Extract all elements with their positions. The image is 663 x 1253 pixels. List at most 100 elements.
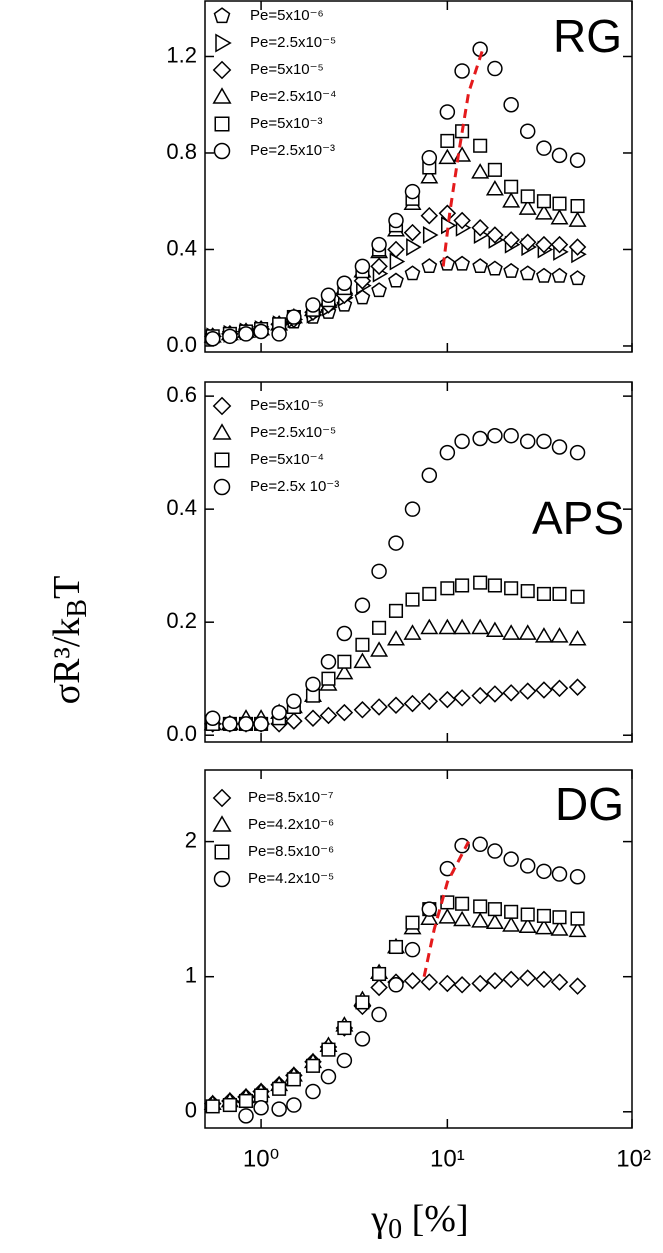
y-tick-label: 1.2 [166, 42, 197, 67]
data-point [336, 625, 353, 642]
data-point [320, 287, 337, 304]
data-point [388, 939, 404, 955]
data-point [453, 211, 471, 230]
y-label-part: σR³/k [46, 618, 88, 705]
x-tick-label: 10⁰ [243, 1145, 279, 1172]
data-point [471, 618, 490, 635]
data-point [535, 970, 553, 989]
data-point [286, 1072, 301, 1087]
data-point [420, 909, 439, 925]
data-point [487, 902, 502, 917]
data-point [420, 167, 439, 184]
data-point [535, 681, 553, 699]
legend-label: Pe=4.2x10⁻⁶ [248, 816, 334, 833]
data-point [550, 679, 569, 698]
data-point [238, 326, 254, 342]
data-point [536, 433, 552, 450]
data-point [354, 1031, 371, 1047]
data-point [438, 974, 457, 993]
x-tick-label: 10² [616, 1145, 651, 1172]
data-point [534, 627, 553, 643]
data-point [471, 974, 489, 993]
data-point [286, 1097, 302, 1113]
data-point [305, 1083, 321, 1100]
data-point [485, 621, 504, 638]
data-point [404, 265, 421, 281]
data-point [353, 652, 372, 669]
data-point [271, 704, 287, 721]
data-point [370, 978, 388, 997]
data-point [420, 692, 439, 711]
data-point [405, 915, 420, 930]
plot-frame [204, 0, 633, 353]
data-point [406, 238, 422, 257]
data-point [503, 427, 519, 444]
data-point [486, 971, 504, 990]
data-point [568, 629, 587, 646]
data-point [487, 60, 503, 77]
data-point [238, 1108, 254, 1124]
data-point [438, 908, 457, 924]
data-point [519, 265, 536, 281]
data-point [371, 236, 387, 253]
data-point [421, 467, 438, 483]
data-point [405, 592, 420, 607]
data-point [305, 297, 321, 313]
data-point [485, 913, 504, 930]
data-point [304, 709, 322, 728]
data-point [387, 696, 405, 715]
data-point [569, 868, 586, 885]
data-point [370, 641, 389, 657]
legend-marker [214, 844, 230, 860]
data-point [454, 63, 470, 79]
data-point [471, 219, 489, 237]
data-point [568, 977, 587, 995]
legend-label: Pe=8.5x10⁻⁷ [248, 789, 334, 806]
data-point [472, 430, 488, 447]
data-point [389, 252, 406, 271]
data-point [502, 684, 520, 702]
legend-marker [212, 396, 232, 416]
data-point [421, 258, 438, 274]
data-point [534, 204, 553, 220]
data-point [285, 712, 303, 730]
data-point [439, 444, 456, 461]
data-point [503, 96, 519, 113]
data-point [335, 663, 354, 680]
data-point [370, 698, 388, 716]
data-point [473, 899, 488, 914]
legend-marker [212, 788, 232, 808]
panel-title: RG [553, 10, 622, 62]
data-point [305, 676, 321, 693]
data-point [353, 701, 372, 719]
data-point [570, 911, 585, 926]
data-point [404, 941, 421, 958]
data-point [238, 1093, 254, 1109]
legend-label: Pe=5x10⁻⁶ [250, 7, 324, 24]
data-point [321, 1042, 336, 1057]
data-point [520, 189, 535, 204]
panel: 0 1 2 10⁰ 10¹ 10² Pe=8.5x10⁻⁷ Pe=4.2x10⁻⁶ Pe=8.5… [185, 769, 651, 1172]
data-point [222, 1097, 237, 1113]
data-point [453, 689, 471, 707]
data-point [503, 262, 520, 278]
data-point [355, 995, 370, 1010]
data-point [536, 194, 551, 209]
data-point [386, 629, 405, 646]
data-point [535, 235, 553, 254]
y-tick-label: 0 [185, 1098, 197, 1123]
data-point [502, 970, 520, 989]
data-point [387, 240, 405, 259]
legend-label: Pe=2.5x 10⁻³ [250, 478, 339, 495]
panel-title: APS [532, 492, 624, 544]
data-point [388, 272, 404, 288]
data-point [503, 851, 519, 867]
data-point [550, 920, 569, 936]
data-point [550, 208, 569, 225]
data-point [335, 703, 354, 722]
data-point [502, 192, 521, 208]
data-point [454, 255, 470, 271]
data-point [518, 624, 537, 640]
data-point [536, 586, 551, 601]
legend-label: Pe=2.5x10⁻⁴ [250, 88, 337, 105]
